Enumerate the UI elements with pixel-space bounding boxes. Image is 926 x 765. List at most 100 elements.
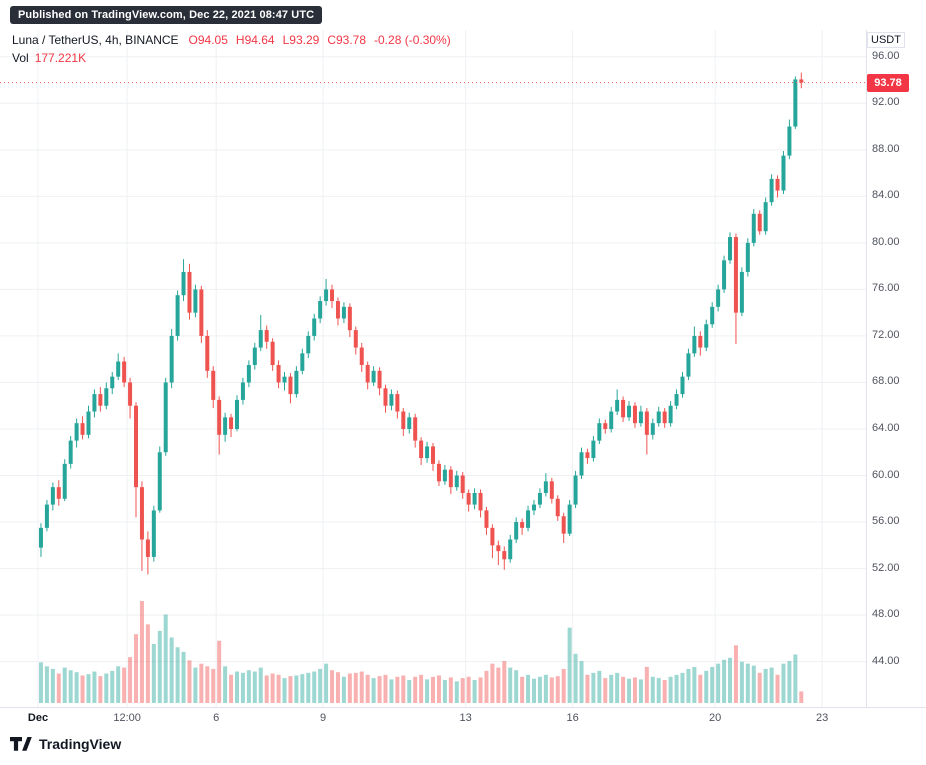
volume-bar [175, 647, 180, 703]
volume-bar [270, 673, 275, 703]
volume-bar [692, 666, 697, 703]
volume-bar [353, 672, 358, 703]
volume-bar [431, 676, 436, 703]
price-tick-label: 76.00 [872, 282, 900, 295]
volume-bar [526, 674, 531, 703]
candle-body [425, 446, 430, 459]
candle-body [751, 213, 756, 243]
volume-bar [80, 675, 85, 703]
candle-body [134, 405, 139, 488]
volume-bar [98, 676, 103, 703]
volume-bar [561, 668, 566, 703]
volume-bar [413, 676, 418, 703]
volume-bar [371, 678, 376, 703]
volume-bar [74, 672, 79, 703]
volume-bar [50, 668, 55, 703]
currency-label: USDT [867, 32, 905, 48]
volume-bar [134, 634, 139, 703]
candle-body [145, 539, 150, 557]
candle-body [674, 394, 679, 406]
volume-bar [716, 663, 721, 703]
candle-body [276, 365, 281, 383]
volume-bar [163, 614, 168, 703]
volume-bar [145, 624, 150, 703]
candle-body [549, 481, 554, 499]
volume-bar [549, 677, 554, 703]
candle-body [330, 289, 335, 302]
candle-body [365, 365, 370, 383]
volume-bar [92, 671, 97, 703]
candle-body [335, 301, 340, 319]
volume-bar [603, 678, 608, 703]
volume-bar [252, 671, 257, 703]
price-tick-label: 52.00 [872, 561, 900, 574]
candle-body [419, 440, 424, 459]
volume-bar [217, 640, 222, 703]
candle-body [615, 399, 620, 412]
candle-body [50, 487, 55, 505]
volume-bar [199, 663, 204, 703]
candle-body [377, 370, 382, 389]
volume-bar [674, 674, 679, 703]
candle-body [638, 411, 643, 424]
volume-bar [139, 601, 144, 703]
candle-body [502, 551, 507, 560]
candle-body [306, 335, 311, 354]
volume-bar [324, 663, 329, 703]
candle-body [193, 289, 198, 313]
ohlc-part: L93.29 [282, 33, 320, 47]
price-tick-label: 64.00 [872, 421, 900, 434]
volume-bar [751, 665, 756, 703]
candle-body [258, 330, 263, 348]
volume-bar [787, 661, 792, 703]
volume-bar [650, 676, 655, 703]
candle-body [312, 318, 317, 336]
candle-body [38, 527, 43, 548]
candle-body [264, 330, 269, 342]
candle-body [591, 440, 596, 459]
candle-body [478, 492, 483, 511]
candle-body [128, 382, 133, 406]
volume-bar [104, 673, 109, 703]
time-tick-label: 12:00 [113, 712, 141, 724]
legend: Luna / TetherUS, 4h, BINANCE O94.05 H94.6… [12, 33, 451, 47]
candle-body [80, 423, 85, 435]
volume-bar [306, 672, 311, 703]
volume-bar [425, 679, 430, 703]
volume-bar [264, 675, 269, 703]
volume-bar [229, 674, 234, 703]
candle-body [733, 237, 738, 313]
candle-body [561, 516, 566, 534]
price-tick-label: 88.00 [872, 142, 900, 155]
volume-bar [448, 677, 453, 703]
candle-body [680, 376, 685, 395]
candle-body [537, 492, 542, 505]
candle-body [413, 417, 418, 441]
time-tick-label: 23 [815, 712, 829, 724]
volume-bar [151, 644, 156, 703]
volume-value: 177.221K [34, 51, 87, 65]
price-tick-label: 60.00 [872, 468, 900, 481]
candle-body [728, 237, 733, 261]
volume-bar [56, 673, 61, 703]
candle-body [74, 423, 79, 441]
candle-body [163, 382, 168, 453]
candle-body [436, 463, 441, 482]
candle-body [496, 545, 501, 552]
published-badge: Published on TradingView.com, Dec 22, 20… [10, 6, 323, 24]
footer: TradingView [10, 736, 121, 752]
ohlc-values: O94.05 H94.64 L93.29 C93.78 -0.28 (-0.30%) [189, 33, 451, 47]
volume-bar [335, 672, 340, 703]
candle-body [431, 446, 436, 464]
candle-body [359, 347, 364, 366]
volume-bar [597, 670, 602, 703]
candle-body [567, 504, 572, 534]
volume-bar [490, 663, 495, 703]
candle-body [211, 370, 216, 400]
volume-bar [454, 681, 459, 703]
volume-bar [543, 674, 548, 703]
candle-body [757, 213, 762, 232]
candle-body [252, 347, 257, 366]
